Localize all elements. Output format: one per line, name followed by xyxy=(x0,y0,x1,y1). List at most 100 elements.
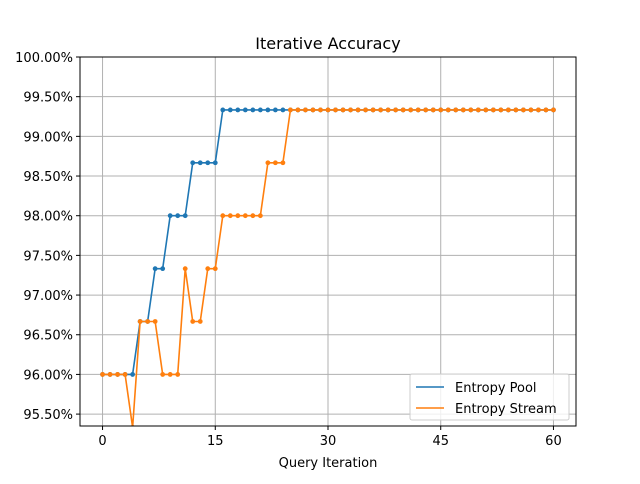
data-point xyxy=(468,107,474,113)
data-point xyxy=(393,107,399,113)
series-entropy-stream xyxy=(100,107,556,426)
legend-box xyxy=(409,373,570,421)
data-point xyxy=(197,319,203,324)
data-point xyxy=(513,107,519,113)
data-point xyxy=(483,107,489,113)
data-point xyxy=(152,266,158,272)
data-point xyxy=(272,160,278,166)
data-point xyxy=(280,107,286,113)
data-point xyxy=(340,107,346,113)
series-layer xyxy=(100,107,556,426)
y-tick-label: 98.50% xyxy=(23,170,73,185)
data-point xyxy=(220,213,226,219)
data-point xyxy=(167,213,173,219)
y-tick-label: 96.00% xyxy=(23,368,73,383)
y-tick-label: 97.00% xyxy=(23,289,73,304)
data-point xyxy=(408,107,414,113)
data-point xyxy=(265,160,271,166)
data-point xyxy=(250,213,256,219)
data-point xyxy=(235,213,241,219)
data-point xyxy=(528,107,534,113)
data-point xyxy=(182,266,188,272)
data-point xyxy=(100,372,105,377)
y-tick-label: 98.00% xyxy=(23,210,73,225)
data-point xyxy=(227,107,233,113)
data-point xyxy=(272,107,278,113)
data-point xyxy=(152,319,158,324)
data-point xyxy=(280,160,286,166)
data-point xyxy=(333,107,338,113)
data-point xyxy=(370,107,376,113)
data-point xyxy=(348,107,353,113)
data-point xyxy=(400,107,406,113)
data-point xyxy=(505,107,511,113)
data-point xyxy=(318,107,323,113)
data-point xyxy=(520,107,526,113)
data-point xyxy=(175,213,181,219)
data-point xyxy=(415,107,421,113)
data-point xyxy=(242,107,248,113)
y-tick-label: 99.50% xyxy=(23,91,73,106)
data-point xyxy=(115,372,120,377)
data-point xyxy=(205,266,211,272)
data-point xyxy=(460,107,466,113)
y-tick-label: 97.50% xyxy=(23,249,73,264)
data-point xyxy=(498,107,504,113)
data-point xyxy=(190,319,196,324)
x-tick-label: 45 xyxy=(432,434,449,449)
data-point xyxy=(265,107,271,113)
data-point xyxy=(130,372,136,377)
data-point xyxy=(190,160,196,166)
y-tick-label: 99.00% xyxy=(23,130,73,145)
data-point xyxy=(107,372,113,377)
data-point xyxy=(543,107,549,113)
data-point xyxy=(423,107,429,113)
data-point xyxy=(355,107,361,113)
data-point xyxy=(453,107,459,113)
legend-label: Entropy Pool xyxy=(455,381,537,396)
data-point xyxy=(137,319,143,324)
data-point xyxy=(551,107,556,113)
legend-label: Entropy Stream xyxy=(455,402,557,417)
data-point xyxy=(490,107,496,113)
data-point xyxy=(536,107,541,113)
data-point xyxy=(227,213,233,219)
data-point xyxy=(182,213,188,219)
data-point xyxy=(257,213,263,219)
data-point xyxy=(295,107,301,113)
x-tick-label: 0 xyxy=(98,434,106,449)
data-point xyxy=(325,107,331,113)
data-point xyxy=(475,107,481,113)
y-tick-label: 96.50% xyxy=(23,329,73,344)
data-point xyxy=(160,266,166,272)
data-point xyxy=(242,213,248,219)
x-tick-label: 30 xyxy=(320,434,337,449)
data-point xyxy=(160,372,166,377)
data-point xyxy=(167,372,173,377)
data-point xyxy=(250,107,256,113)
data-point xyxy=(175,372,181,377)
x-axis-title: Query Iteration xyxy=(279,456,378,471)
data-point xyxy=(220,107,226,113)
data-point xyxy=(303,107,308,113)
data-point xyxy=(145,319,151,324)
data-point xyxy=(288,107,293,113)
data-point xyxy=(197,160,203,166)
y-tick-label: 95.50% xyxy=(23,408,73,423)
data-point xyxy=(257,107,263,113)
data-point xyxy=(363,107,368,113)
data-point xyxy=(438,107,444,113)
legend: Entropy Pool Entropy Stream xyxy=(409,373,570,421)
data-point xyxy=(385,107,391,113)
chart-title: Iterative Accuracy xyxy=(255,34,400,53)
data-point xyxy=(378,107,384,113)
axis-ticks: 0 15 30 45 60 95.50% 96.00% 96.50% 97.00% 97.50% 9… xyxy=(15,51,562,449)
data-point xyxy=(212,266,218,272)
x-tick-label: 60 xyxy=(545,434,562,449)
data-point xyxy=(205,160,211,166)
data-point xyxy=(445,107,451,113)
y-tick-label: 100.00% xyxy=(15,51,73,66)
data-point xyxy=(235,107,241,113)
